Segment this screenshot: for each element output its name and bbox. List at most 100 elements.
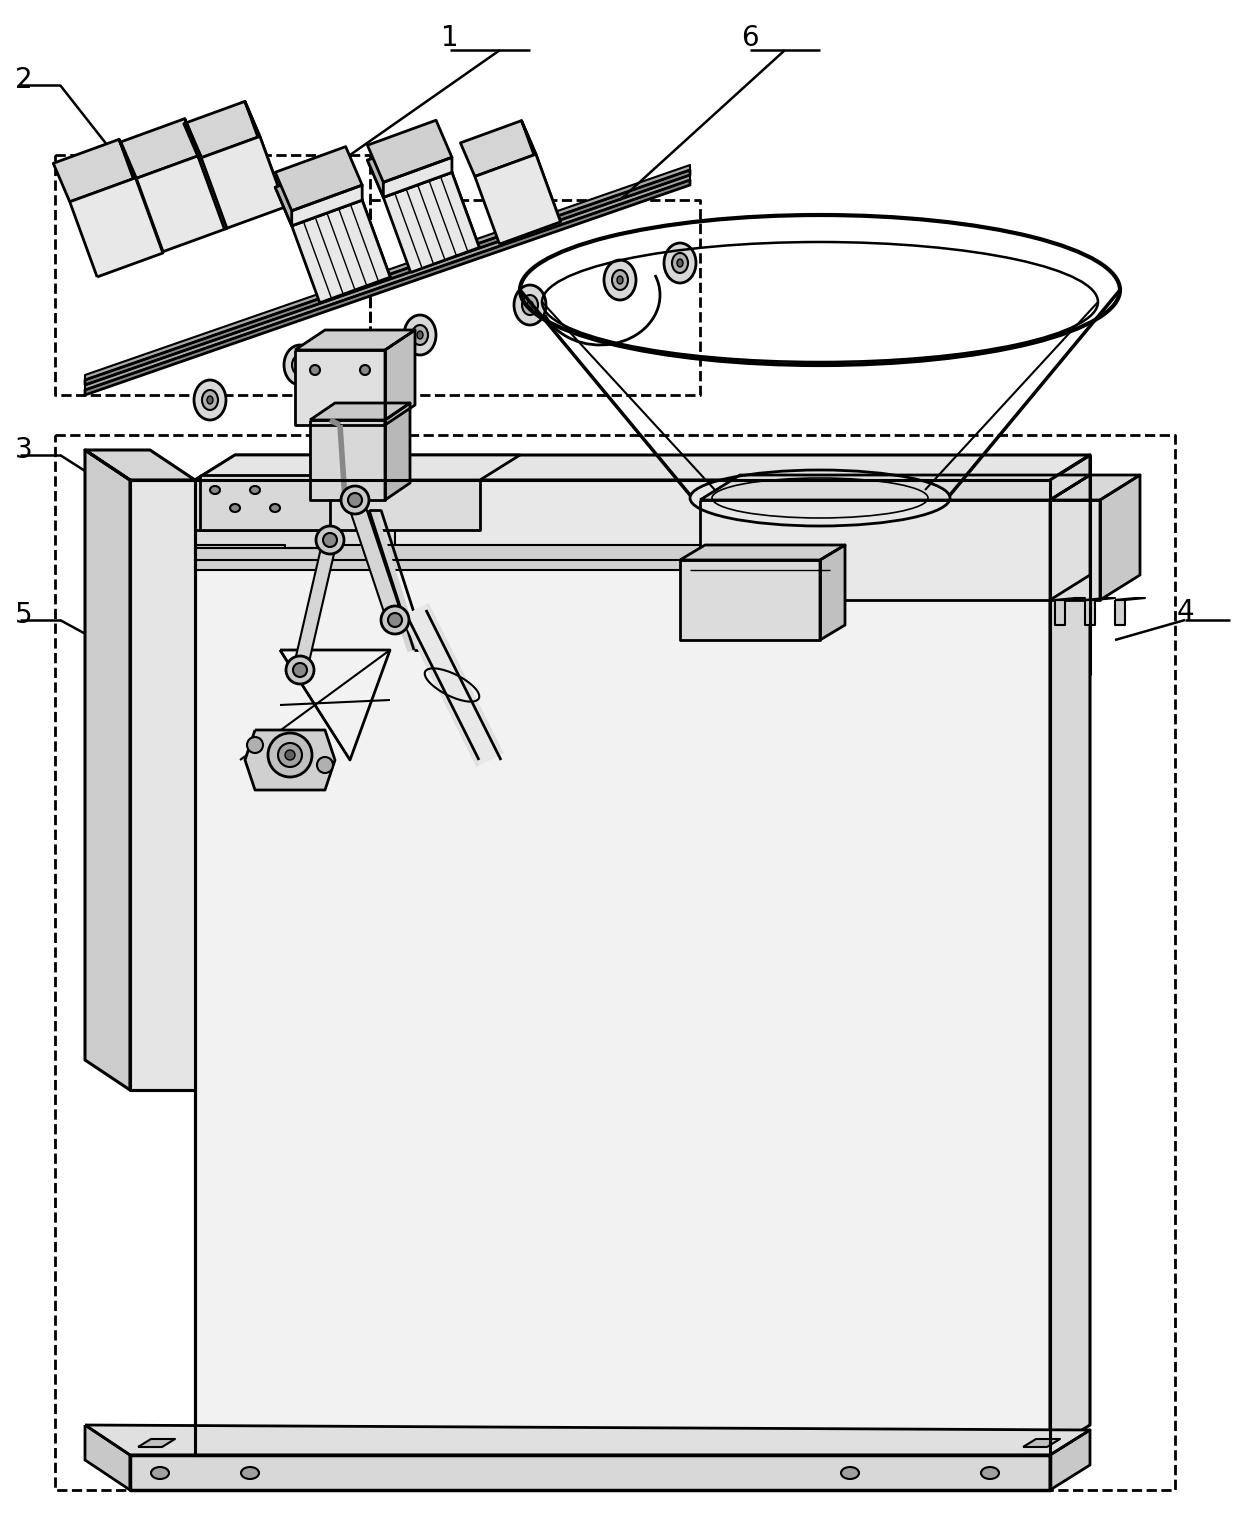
Polygon shape: [86, 1426, 1090, 1455]
Polygon shape: [950, 520, 990, 570]
Polygon shape: [367, 120, 451, 182]
Polygon shape: [295, 330, 415, 350]
Ellipse shape: [247, 737, 263, 753]
Ellipse shape: [250, 486, 260, 494]
Ellipse shape: [348, 494, 362, 507]
Text: 3: 3: [15, 435, 32, 464]
Ellipse shape: [360, 365, 370, 376]
Ellipse shape: [404, 314, 436, 356]
Polygon shape: [86, 451, 130, 1090]
Polygon shape: [1050, 455, 1090, 1450]
Polygon shape: [1050, 475, 1090, 599]
Polygon shape: [460, 121, 536, 176]
Ellipse shape: [202, 389, 218, 409]
Polygon shape: [195, 480, 1050, 1450]
Polygon shape: [244, 101, 285, 207]
Polygon shape: [275, 161, 362, 225]
Polygon shape: [1055, 598, 1085, 599]
Polygon shape: [53, 140, 135, 202]
Text: 4: 4: [1177, 598, 1194, 625]
Ellipse shape: [515, 285, 546, 325]
Polygon shape: [1055, 599, 1065, 625]
Polygon shape: [436, 135, 480, 247]
Ellipse shape: [663, 244, 696, 284]
Polygon shape: [347, 498, 403, 622]
Polygon shape: [1085, 599, 1095, 625]
Polygon shape: [138, 1439, 175, 1447]
Polygon shape: [1100, 475, 1140, 599]
Polygon shape: [293, 538, 337, 671]
Polygon shape: [86, 166, 689, 380]
Polygon shape: [701, 475, 1090, 500]
Ellipse shape: [210, 486, 219, 494]
Polygon shape: [195, 455, 1090, 480]
Polygon shape: [120, 118, 201, 178]
Ellipse shape: [151, 1467, 169, 1479]
Ellipse shape: [381, 606, 409, 635]
Ellipse shape: [268, 733, 312, 777]
Polygon shape: [195, 480, 480, 530]
Polygon shape: [680, 546, 844, 560]
Ellipse shape: [316, 526, 343, 553]
Ellipse shape: [613, 270, 627, 290]
Polygon shape: [198, 136, 285, 228]
Polygon shape: [1050, 1430, 1090, 1490]
Polygon shape: [86, 175, 689, 389]
Polygon shape: [246, 730, 335, 789]
Polygon shape: [820, 546, 844, 639]
Polygon shape: [1050, 475, 1140, 500]
Ellipse shape: [388, 613, 402, 627]
Ellipse shape: [322, 533, 337, 547]
Polygon shape: [384, 330, 415, 425]
Ellipse shape: [278, 744, 303, 766]
Polygon shape: [1050, 500, 1100, 599]
Text: 1: 1: [441, 25, 459, 52]
Ellipse shape: [241, 1467, 259, 1479]
Polygon shape: [701, 500, 1050, 599]
Polygon shape: [310, 420, 384, 500]
Ellipse shape: [270, 504, 280, 512]
Ellipse shape: [677, 259, 683, 267]
Polygon shape: [367, 135, 451, 198]
Polygon shape: [119, 140, 162, 253]
Ellipse shape: [527, 300, 533, 310]
Ellipse shape: [193, 380, 226, 420]
Ellipse shape: [293, 662, 308, 678]
Ellipse shape: [284, 345, 316, 385]
Ellipse shape: [981, 1467, 999, 1479]
Ellipse shape: [285, 750, 295, 760]
Text: 6: 6: [742, 25, 759, 52]
Polygon shape: [1115, 599, 1125, 625]
Polygon shape: [195, 546, 950, 570]
Ellipse shape: [298, 360, 303, 369]
Polygon shape: [1023, 1439, 1060, 1447]
Polygon shape: [291, 201, 391, 304]
Polygon shape: [130, 480, 195, 1090]
Polygon shape: [680, 560, 820, 639]
Polygon shape: [184, 101, 260, 158]
Polygon shape: [384, 403, 410, 500]
Polygon shape: [346, 161, 391, 277]
Ellipse shape: [412, 325, 428, 345]
Polygon shape: [291, 185, 362, 225]
Polygon shape: [86, 170, 689, 385]
Ellipse shape: [672, 253, 688, 273]
Ellipse shape: [341, 486, 370, 514]
Polygon shape: [86, 179, 689, 396]
Polygon shape: [195, 480, 396, 560]
Polygon shape: [275, 147, 362, 210]
Polygon shape: [1115, 598, 1145, 599]
Ellipse shape: [841, 1467, 859, 1479]
Text: 2: 2: [15, 66, 32, 94]
Polygon shape: [295, 350, 384, 425]
Polygon shape: [195, 480, 1050, 560]
Polygon shape: [367, 135, 451, 198]
Ellipse shape: [286, 656, 314, 684]
Ellipse shape: [618, 276, 622, 284]
Ellipse shape: [604, 261, 636, 300]
Polygon shape: [1085, 598, 1115, 599]
Polygon shape: [136, 155, 227, 251]
Ellipse shape: [207, 396, 213, 405]
Polygon shape: [200, 475, 330, 530]
Polygon shape: [69, 178, 162, 277]
